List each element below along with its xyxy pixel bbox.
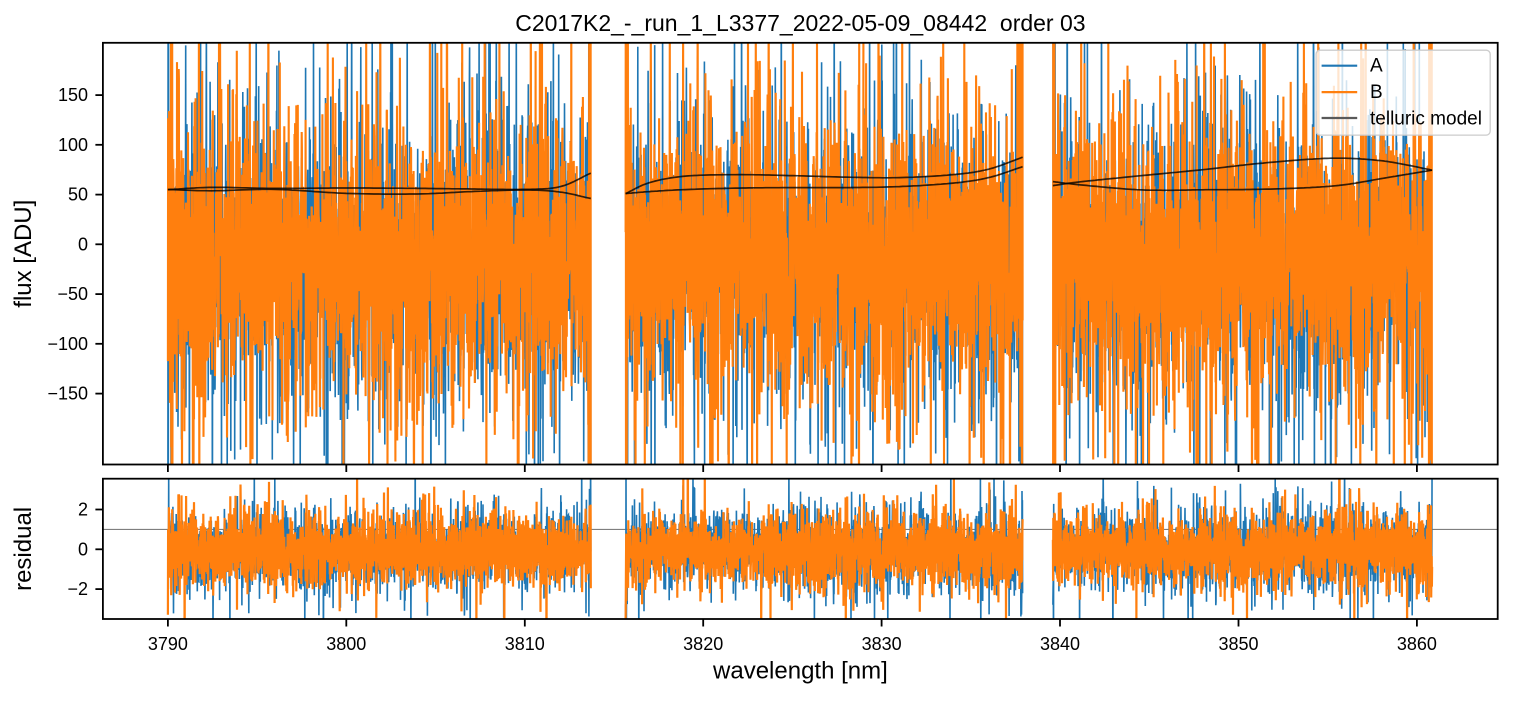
svg-text:wavelength [nm]: wavelength [nm]: [712, 658, 888, 685]
svg-text:−100: −100: [47, 334, 88, 354]
svg-text:−50: −50: [57, 284, 88, 304]
svg-text:0: 0: [78, 234, 88, 254]
svg-text:C2017K2_-_run_1_L3377_2022-05-: C2017K2_-_run_1_L3377_2022-05-09_08442 o…: [515, 10, 1085, 36]
svg-text:−150: −150: [47, 384, 88, 404]
svg-text:3830: 3830: [862, 634, 902, 654]
svg-text:3800: 3800: [326, 634, 366, 654]
svg-text:3790: 3790: [148, 634, 188, 654]
svg-text:3860: 3860: [1397, 634, 1437, 654]
svg-text:residual: residual: [10, 507, 37, 591]
svg-text:50: 50: [68, 185, 88, 205]
svg-text:0: 0: [78, 539, 88, 559]
svg-text:A: A: [1370, 56, 1383, 77]
svg-text:2: 2: [78, 500, 88, 520]
svg-text:150: 150: [58, 85, 88, 105]
svg-text:−2: −2: [67, 579, 88, 599]
svg-text:3810: 3810: [505, 634, 545, 654]
svg-text:telluric model: telluric model: [1370, 108, 1482, 129]
svg-text:100: 100: [58, 135, 88, 155]
svg-text:3820: 3820: [683, 634, 723, 654]
svg-text:3840: 3840: [1040, 634, 1080, 654]
svg-text:3850: 3850: [1218, 634, 1258, 654]
svg-text:B: B: [1370, 82, 1383, 103]
svg-text:flux [ADU]: flux [ADU]: [10, 200, 37, 308]
